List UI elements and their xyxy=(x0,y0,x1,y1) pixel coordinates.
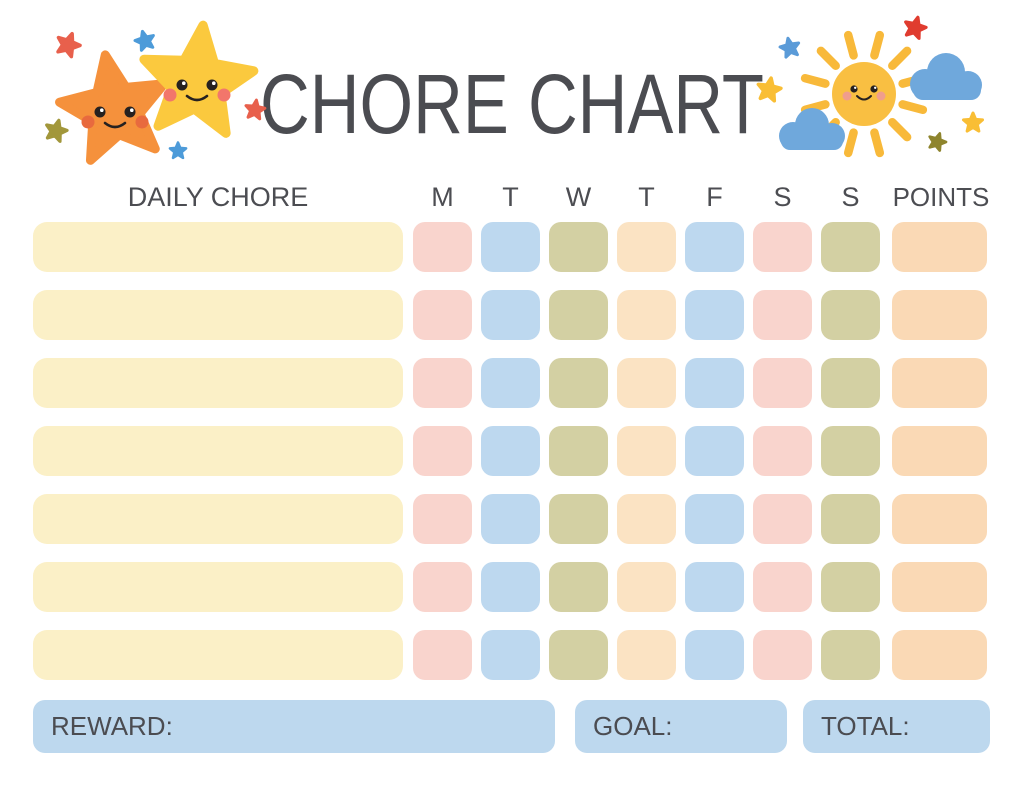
column-header-friday: F xyxy=(706,182,723,212)
day-cell-saturday-row5[interactable] xyxy=(753,494,812,544)
day-cell-wednesday-row6[interactable] xyxy=(549,562,608,612)
small-star-icon xyxy=(963,113,982,131)
day-cell-saturday-row2[interactable] xyxy=(753,290,812,340)
yellow-star-icon xyxy=(137,20,258,136)
day-cell-sunday-row5[interactable] xyxy=(821,494,880,544)
chore-name-field-row4[interactable] xyxy=(33,426,403,476)
day-cell-saturday-row1[interactable] xyxy=(753,222,812,272)
sun-icon xyxy=(832,62,896,126)
day-cell-tuesday-row2[interactable] xyxy=(481,290,540,340)
day-cell-thursday-row3[interactable] xyxy=(617,358,676,408)
day-cell-sunday-row2[interactable] xyxy=(821,290,880,340)
day-cell-wednesday-row2[interactable] xyxy=(549,290,608,340)
orange-star-icon xyxy=(53,46,175,164)
points-cell-row1[interactable] xyxy=(892,222,987,272)
day-cell-tuesday-row3[interactable] xyxy=(481,358,540,408)
points-cell-row2[interactable] xyxy=(892,290,987,340)
small-star-icon xyxy=(927,131,948,152)
cloud-icon xyxy=(779,108,845,150)
day-cell-friday-row4[interactable] xyxy=(685,426,744,476)
day-cell-thursday-row2[interactable] xyxy=(617,290,676,340)
day-cell-monday-row5[interactable] xyxy=(413,494,472,544)
column-header-thursday: T xyxy=(638,182,655,212)
page-title: CHORE CHART xyxy=(260,57,764,151)
points-cell-row4[interactable] xyxy=(892,426,987,476)
day-cell-wednesday-row4[interactable] xyxy=(549,426,608,476)
column-header-daily-chore: DAILY CHORE xyxy=(127,182,309,212)
day-cell-wednesday-row1[interactable] xyxy=(549,222,608,272)
day-cell-wednesday-row3[interactable] xyxy=(549,358,608,408)
day-cell-monday-row3[interactable] xyxy=(413,358,472,408)
chore-name-field-row1[interactable] xyxy=(33,222,403,272)
day-cell-saturday-row7[interactable] xyxy=(753,630,812,680)
day-cell-tuesday-row6[interactable] xyxy=(481,562,540,612)
day-cell-tuesday-row5[interactable] xyxy=(481,494,540,544)
day-cell-friday-row3[interactable] xyxy=(685,358,744,408)
chore-name-field-row5[interactable] xyxy=(33,494,403,544)
column-header-tuesday: T xyxy=(502,182,519,212)
points-cell-row6[interactable] xyxy=(892,562,987,612)
chore-name-field-row7[interactable] xyxy=(33,630,403,680)
day-cell-friday-row5[interactable] xyxy=(685,494,744,544)
column-header-saturday: S xyxy=(773,182,792,212)
small-star-icon xyxy=(244,99,265,120)
points-cell-row5[interactable] xyxy=(892,494,987,544)
day-cell-thursday-row4[interactable] xyxy=(617,426,676,476)
day-cell-tuesday-row4[interactable] xyxy=(481,426,540,476)
stars-decoration xyxy=(35,15,280,170)
day-cell-sunday-row3[interactable] xyxy=(821,358,880,408)
day-cell-monday-row2[interactable] xyxy=(413,290,472,340)
chore-name-field-row3[interactable] xyxy=(33,358,403,408)
day-cell-friday-row7[interactable] xyxy=(685,630,744,680)
column-header-sunday: S xyxy=(841,182,860,212)
goal-label: GOAL: xyxy=(593,711,673,741)
goal-field[interactable]: GOAL: xyxy=(575,700,787,753)
day-cell-thursday-row6[interactable] xyxy=(617,562,676,612)
small-star-icon xyxy=(44,118,69,143)
reward-label: REWARD: xyxy=(51,711,173,741)
small-star-icon xyxy=(903,15,928,40)
day-cell-monday-row6[interactable] xyxy=(413,562,472,612)
chore-name-field-row2[interactable] xyxy=(33,290,403,340)
day-cell-sunday-row4[interactable] xyxy=(821,426,880,476)
day-cell-monday-row7[interactable] xyxy=(413,630,472,680)
sun-clouds-decoration xyxy=(755,8,1005,158)
column-header-wednesday: W xyxy=(565,182,592,212)
cloud-icon xyxy=(910,53,982,100)
small-star-icon xyxy=(133,29,156,51)
day-cell-thursday-row5[interactable] xyxy=(617,494,676,544)
day-cell-friday-row2[interactable] xyxy=(685,290,744,340)
day-cell-monday-row4[interactable] xyxy=(413,426,472,476)
points-cell-row3[interactable] xyxy=(892,358,987,408)
small-star-icon xyxy=(170,143,186,158)
day-cell-thursday-row7[interactable] xyxy=(617,630,676,680)
day-cell-friday-row1[interactable] xyxy=(685,222,744,272)
day-cell-sunday-row7[interactable] xyxy=(821,630,880,680)
column-header-points: POINTS xyxy=(892,182,990,212)
day-cell-sunday-row6[interactable] xyxy=(821,562,880,612)
total-label: TOTAL: xyxy=(821,711,910,741)
small-star-icon xyxy=(54,30,83,58)
day-cell-saturday-row3[interactable] xyxy=(753,358,812,408)
points-cell-row7[interactable] xyxy=(892,630,987,680)
day-cell-sunday-row1[interactable] xyxy=(821,222,880,272)
day-cell-saturday-row6[interactable] xyxy=(753,562,812,612)
chore-name-field-row6[interactable] xyxy=(33,562,403,612)
small-star-icon xyxy=(756,76,782,101)
day-cell-wednesday-row5[interactable] xyxy=(549,494,608,544)
total-field[interactable]: TOTAL: xyxy=(803,700,990,753)
day-cell-monday-row1[interactable] xyxy=(413,222,472,272)
small-star-icon xyxy=(779,36,801,58)
day-cell-saturday-row4[interactable] xyxy=(753,426,812,476)
day-cell-friday-row6[interactable] xyxy=(685,562,744,612)
day-cell-thursday-row1[interactable] xyxy=(617,222,676,272)
column-header-monday: M xyxy=(431,182,454,212)
reward-field[interactable]: REWARD: xyxy=(33,700,555,753)
day-cell-tuesday-row7[interactable] xyxy=(481,630,540,680)
day-cell-wednesday-row7[interactable] xyxy=(549,630,608,680)
day-cell-tuesday-row1[interactable] xyxy=(481,222,540,272)
